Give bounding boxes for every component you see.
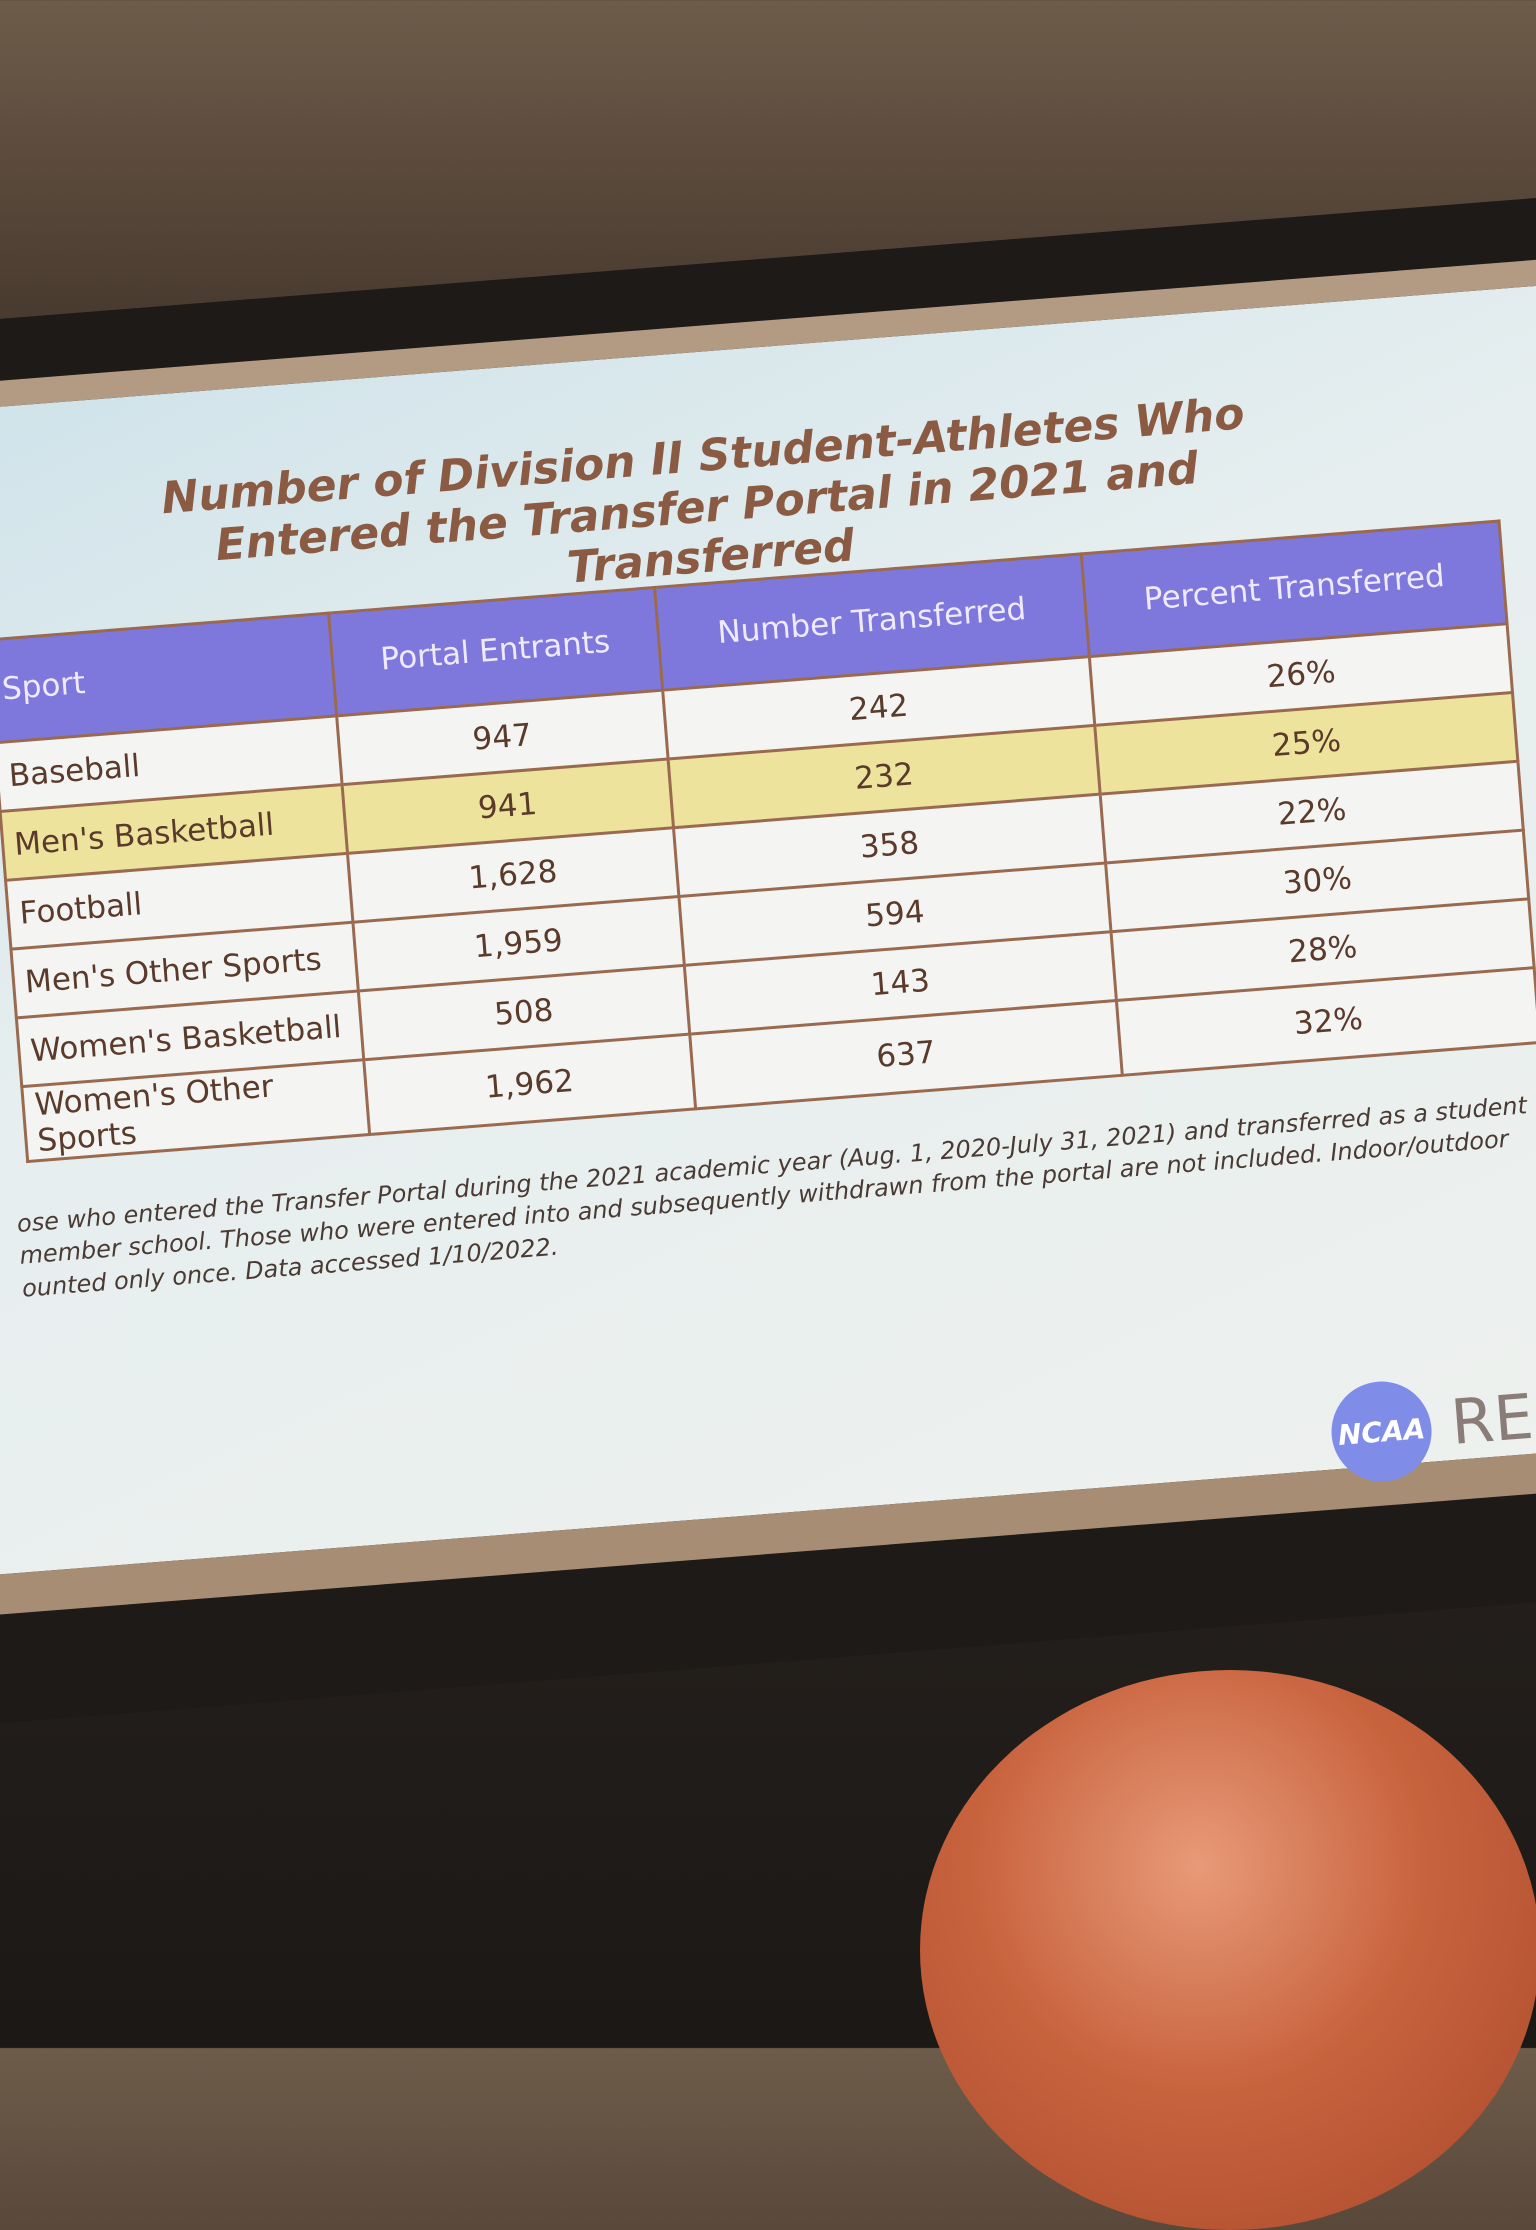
logo-text: RE [1448,1379,1536,1459]
logo: NCAA [1327,1377,1436,1486]
slide: Number of Division II Student-Athletes W… [0,254,1536,1619]
finger [920,1670,1536,2230]
